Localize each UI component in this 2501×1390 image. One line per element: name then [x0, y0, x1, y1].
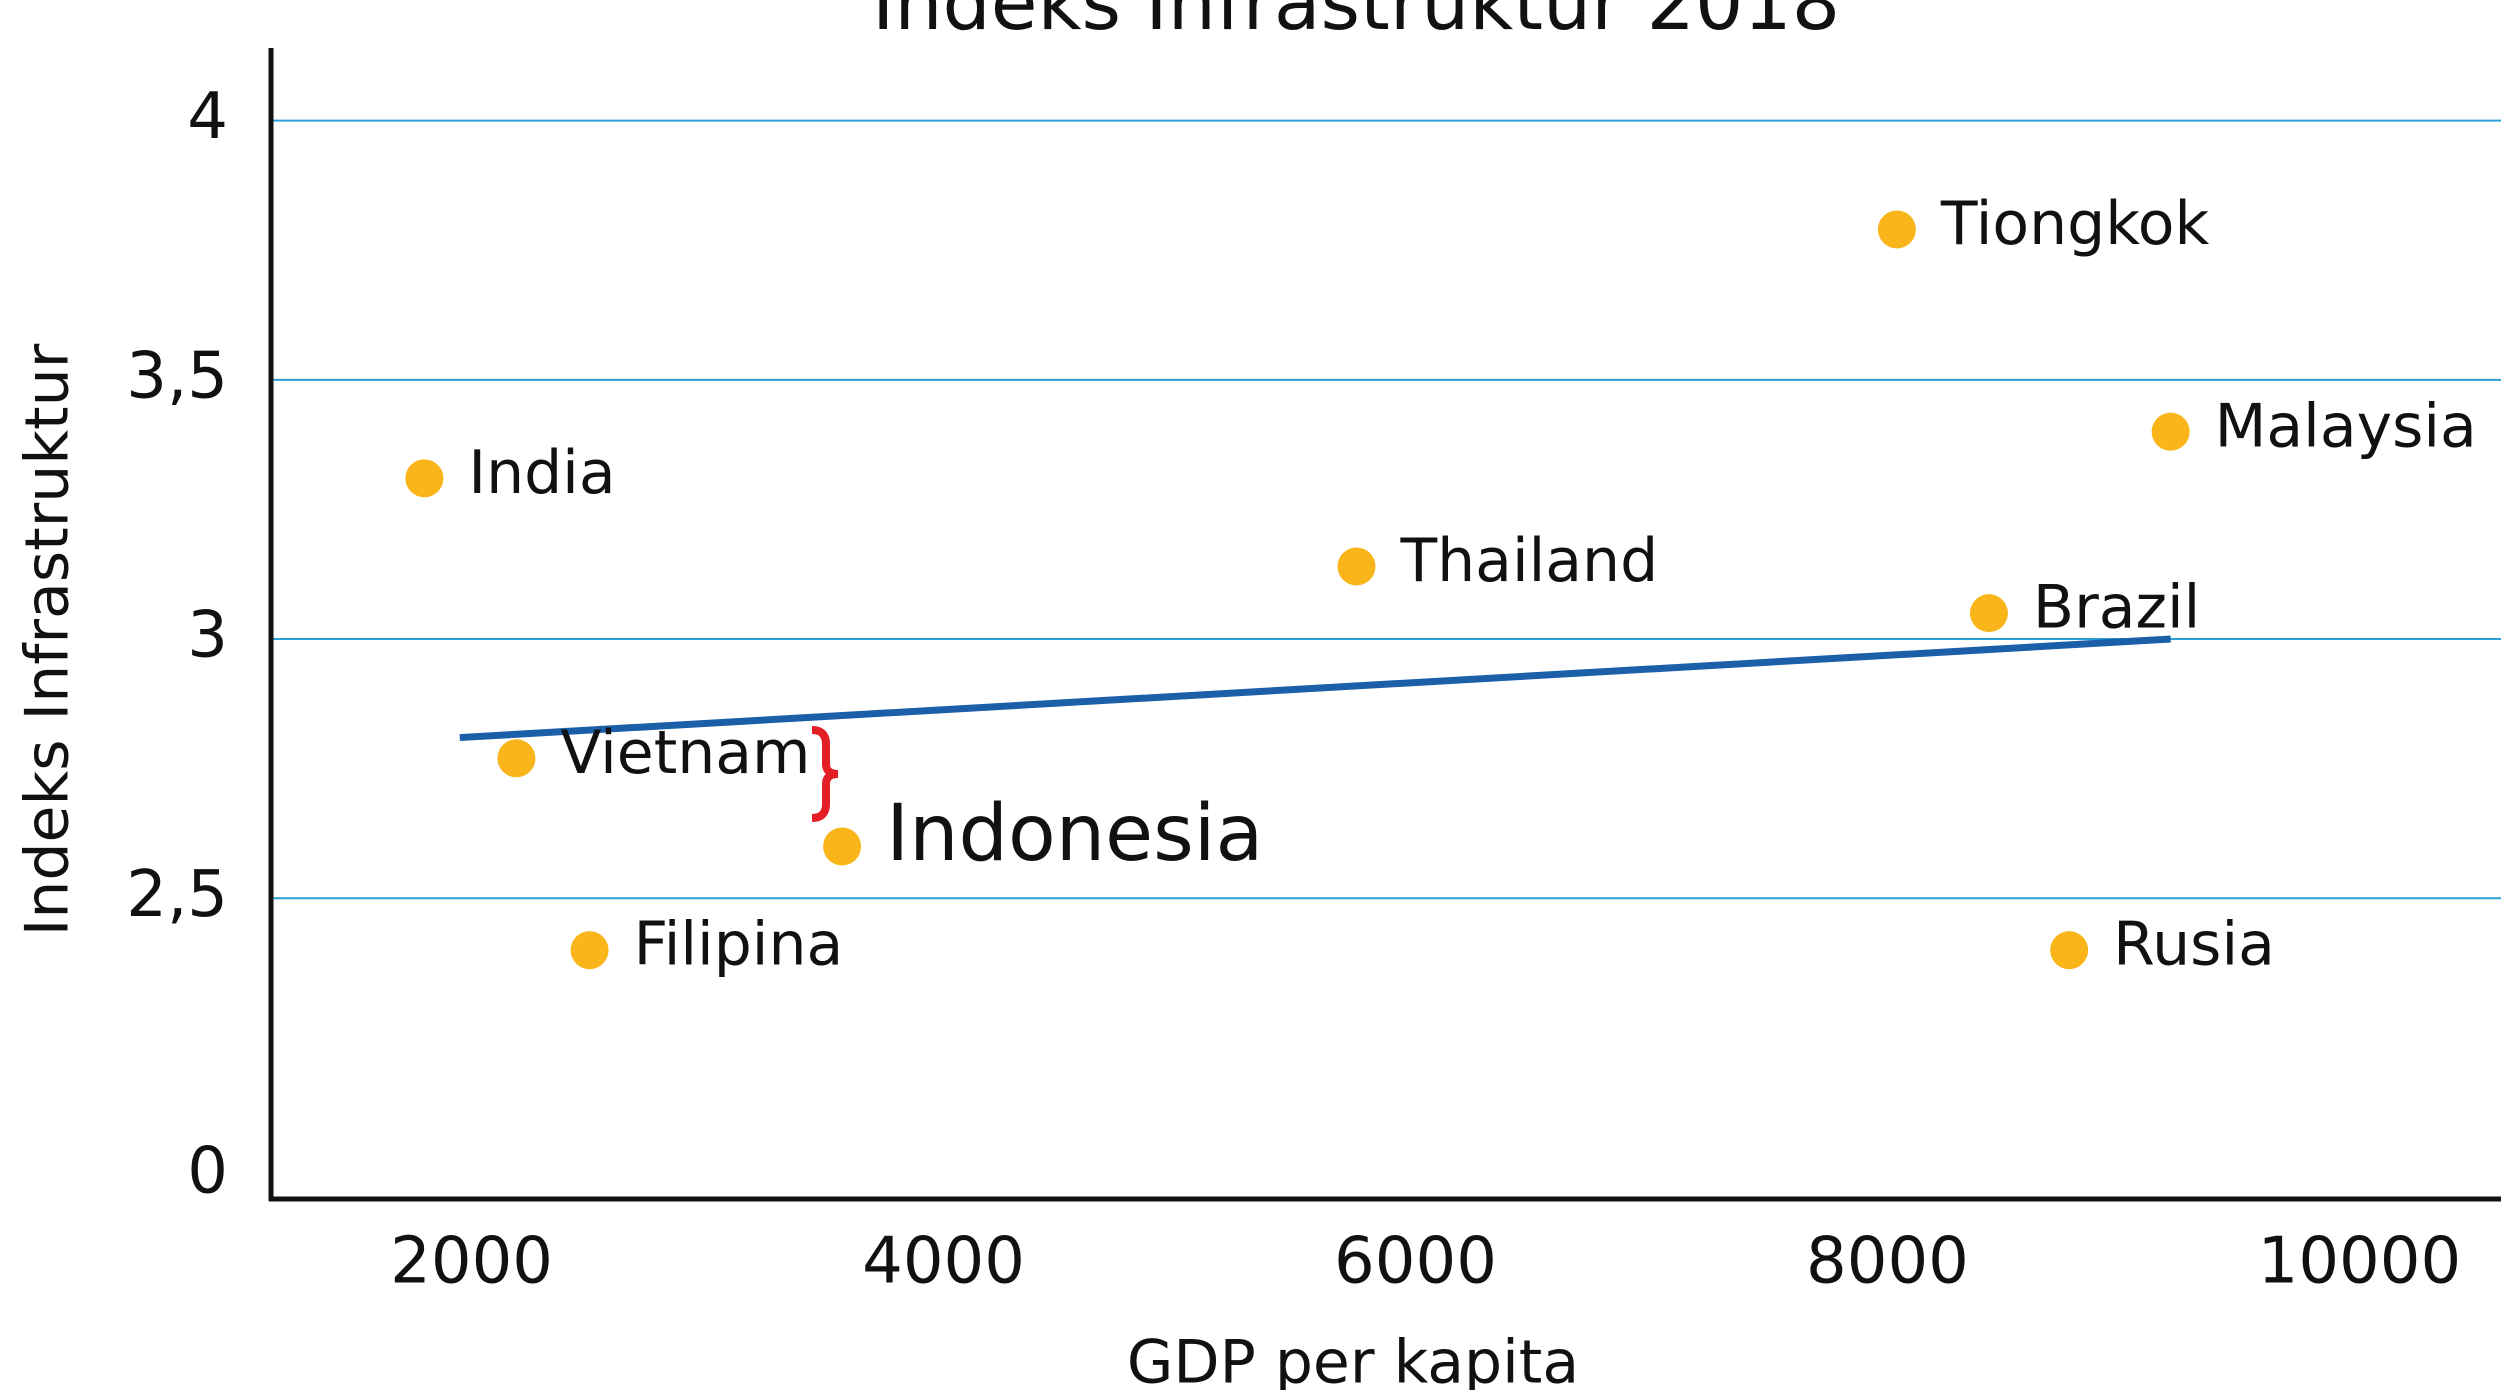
point-label: Thailand	[1400, 526, 1659, 596]
point	[497, 739, 536, 778]
point-label: Rusia	[2113, 910, 2275, 980]
point	[570, 931, 609, 970]
trend-line	[459, 635, 2171, 742]
point-label: Malaysia	[2215, 391, 2477, 461]
point-label: Brazil	[2033, 573, 2200, 643]
point-label: India	[468, 438, 615, 508]
point	[2050, 931, 2089, 970]
annotation-brace	[811, 726, 839, 822]
point	[1337, 547, 1376, 586]
y-tick-label: 3	[187, 599, 228, 673]
point	[823, 827, 862, 866]
point	[2151, 412, 2190, 451]
x-tick-label: 6000	[1334, 1225, 1497, 1299]
y-tick-label: 0	[187, 1135, 228, 1209]
x-tick-label: 4000	[862, 1225, 1025, 1299]
y-tick-label: 4	[187, 80, 228, 154]
y-tick-label: 3,5	[126, 339, 228, 413]
point-label: Vietnam	[560, 718, 810, 788]
y-tick-label: 2,5	[126, 858, 228, 932]
x-tick-label: 2000	[390, 1225, 553, 1299]
chart-title: Indeks Infrastruktur 2018	[872, 0, 1840, 47]
point-label: Tiongkok	[1940, 189, 2210, 259]
x-tick-label: 8000	[1806, 1225, 1969, 1299]
point-label: Indonesia	[886, 789, 1263, 879]
point	[405, 459, 444, 498]
point-label: Filipina	[634, 910, 844, 980]
point	[1969, 594, 2008, 633]
y-axis-label: Indeks Infrastruktur	[13, 343, 83, 936]
x-axis-label: GDP per kapita	[1127, 1328, 1579, 1390]
point	[1877, 210, 1916, 249]
x-tick-label: 10000	[2258, 1225, 2462, 1299]
